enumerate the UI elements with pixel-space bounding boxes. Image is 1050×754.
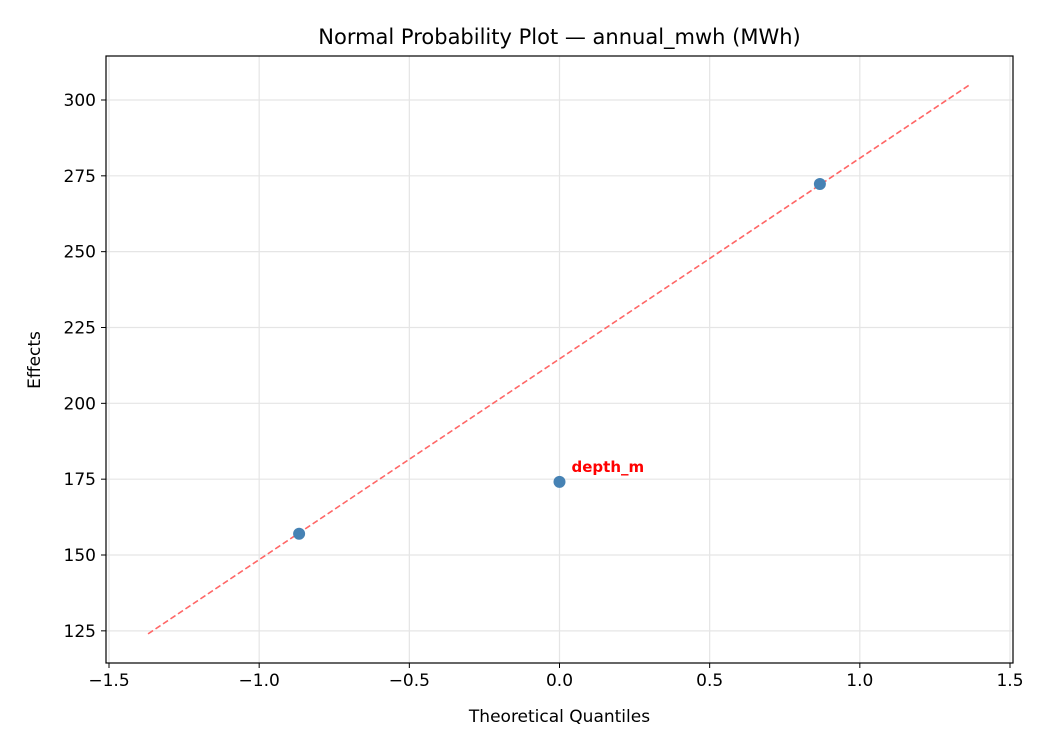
data-point (813, 178, 826, 191)
data-point (553, 475, 566, 488)
y-tick-label: 275 (64, 167, 96, 187)
reference-line-group (147, 83, 972, 635)
x-axis-label: Theoretical Quantiles (468, 707, 650, 727)
grid (106, 56, 1013, 663)
data-point (293, 527, 306, 540)
y-axis: 125 150 175 200 225 250 275 300 (64, 91, 106, 642)
x-tick-label: 0.0 (546, 671, 573, 691)
chart-title: Normal Probability Plot — annual_mwh (MW… (318, 25, 800, 50)
y-tick-label: 300 (64, 91, 96, 111)
y-tick-label: 250 (64, 243, 96, 263)
y-tick-label: 225 (64, 318, 96, 338)
y-tick-label: 150 (64, 546, 96, 566)
points-group: depth_m (293, 178, 826, 540)
y-tick-label: 125 (64, 622, 96, 642)
x-tick-label: −1.5 (88, 671, 129, 691)
x-tick-label: −0.5 (389, 671, 430, 691)
x-tick-label: 1.0 (846, 671, 873, 691)
reference-line (147, 83, 972, 635)
x-tick-label: 0.5 (696, 671, 723, 691)
y-tick-label: 175 (64, 470, 96, 490)
point-label: depth_m (572, 458, 645, 476)
x-axis: −1.5 −1.0 −0.5 0.0 0.5 1.0 1.5 (88, 663, 1024, 691)
x-tick-label: −1.0 (239, 671, 280, 691)
x-tick-label: 1.5 (996, 671, 1023, 691)
y-tick-label: 200 (64, 394, 96, 414)
y-axis-label: Effects (25, 331, 45, 389)
